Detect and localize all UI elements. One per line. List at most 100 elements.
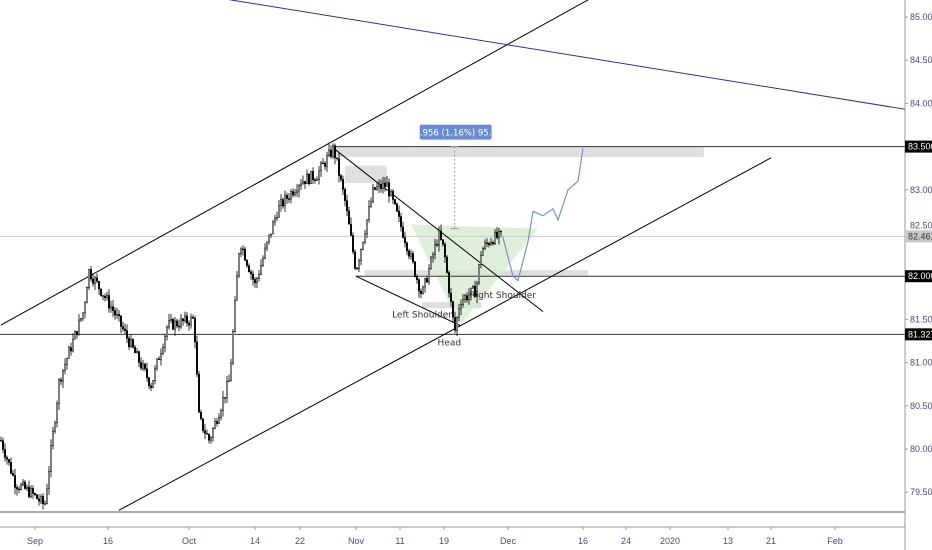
trend-line-channel-lower[interactable] [118, 157, 772, 511]
candle [2, 437, 4, 454]
candle-body [444, 244, 446, 258]
candle [340, 174, 342, 182]
candle-body [238, 253, 240, 277]
candle-body [50, 445, 52, 472]
candle [136, 348, 138, 354]
candle [412, 251, 414, 264]
trend-line-purple[interactable] [229, 0, 923, 113]
trend-line-channel-upper[interactable] [0, 0, 589, 326]
candle-body [60, 379, 62, 382]
candle [44, 500, 46, 506]
candle [374, 187, 376, 191]
candle [40, 494, 42, 505]
candle [238, 252, 240, 279]
candle-body [324, 162, 326, 167]
candle [400, 212, 402, 232]
trend-line-neckline-low[interactable] [355, 275, 461, 326]
candle-body [118, 314, 120, 317]
candle-body [170, 318, 172, 321]
candle [492, 240, 494, 246]
x-tick-label: Feb [827, 536, 843, 546]
candle [84, 300, 86, 319]
candle [188, 320, 190, 331]
candle [342, 175, 344, 196]
candle-body [346, 200, 348, 212]
candle-body [162, 347, 164, 354]
measure-label: 0.956 (1.16%) 95.6 [415, 129, 497, 139]
candle [382, 176, 384, 194]
candle-body [302, 181, 304, 185]
candle [410, 249, 412, 260]
candle [424, 277, 426, 293]
candle-body [222, 397, 224, 411]
candle [198, 370, 200, 413]
candle [206, 429, 208, 435]
candle-body [382, 182, 384, 189]
candle [166, 325, 168, 341]
candle [470, 287, 472, 301]
candle [284, 190, 286, 212]
y-tick-label: 84.000 [910, 98, 932, 108]
candle-body [82, 312, 84, 319]
candle [416, 274, 418, 284]
candle-body [416, 276, 418, 280]
candle [50, 439, 52, 478]
candle [0, 436, 2, 442]
candle-body [268, 234, 270, 243]
candle [76, 331, 78, 339]
candle [396, 202, 398, 212]
candle [98, 280, 100, 296]
candle-body [168, 320, 170, 328]
candle [418, 278, 420, 298]
trend-line-descending[interactable] [333, 147, 544, 313]
candle [456, 316, 458, 337]
candle [254, 276, 256, 288]
candle-body [486, 242, 488, 244]
candle [170, 313, 172, 324]
candle [162, 343, 164, 356]
candle-body [160, 353, 162, 360]
candle-body [384, 182, 386, 187]
candle [450, 287, 452, 307]
trend-lines[interactable] [0, 0, 923, 511]
candle [16, 484, 18, 496]
candle-body [470, 287, 472, 296]
candle-body [308, 173, 310, 184]
candle-body [14, 475, 16, 488]
candle-body [390, 190, 392, 197]
candle-body [358, 260, 360, 269]
candle [360, 248, 362, 266]
candle-body [386, 182, 388, 187]
candle [12, 469, 14, 477]
candle-body [148, 377, 150, 387]
candle [150, 382, 152, 392]
candle-body [420, 290, 422, 294]
candle-body [158, 358, 160, 360]
candle [324, 160, 326, 171]
zones [333, 146, 704, 309]
candle [308, 172, 310, 186]
candle-body [434, 244, 436, 256]
candle-body [448, 272, 450, 294]
candle [62, 369, 64, 388]
candle [432, 251, 434, 263]
candle-body [344, 189, 346, 201]
candle-body [28, 486, 30, 497]
candle-body [184, 315, 186, 322]
candle-body [202, 418, 204, 431]
candle-body [244, 248, 246, 261]
candle [370, 197, 372, 208]
pattern-label: Head [438, 338, 462, 348]
candle-body [336, 157, 338, 159]
candle-body [10, 462, 12, 474]
candle-body [454, 316, 456, 331]
candle [314, 178, 316, 184]
candle-body [42, 496, 44, 504]
candle-body [312, 170, 314, 181]
candle [172, 317, 174, 331]
candle-body [260, 265, 262, 275]
candle-body [136, 351, 138, 354]
candle-body [154, 367, 156, 381]
candle-body [78, 319, 80, 336]
